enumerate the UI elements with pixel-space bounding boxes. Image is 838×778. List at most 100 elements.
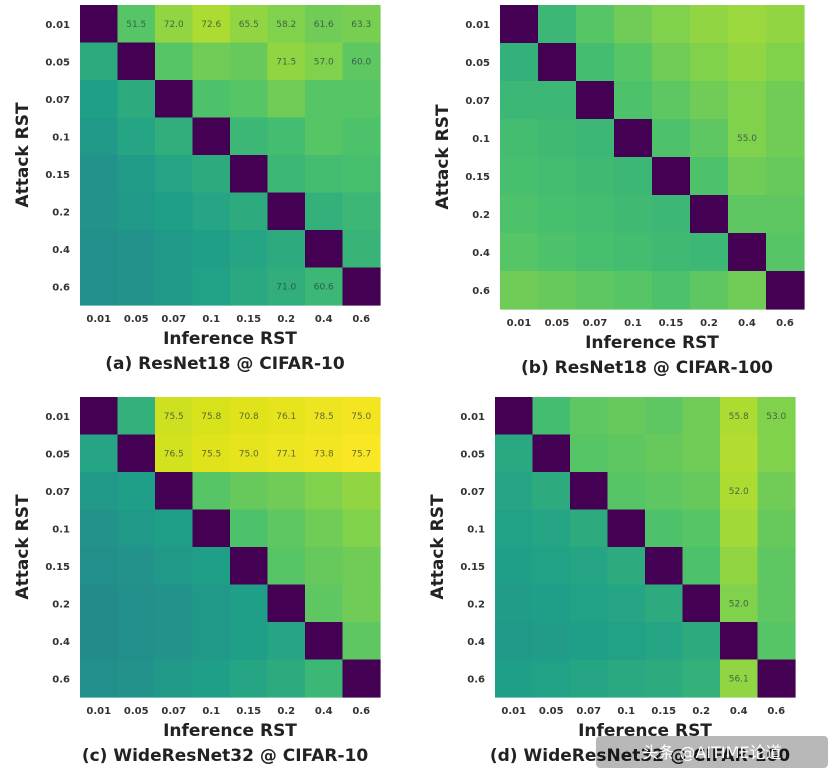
- heatmap-cell: [80, 192, 119, 231]
- heatmap-cell: [117, 192, 156, 231]
- heatmap-cell: [682, 434, 721, 473]
- heatmap-cell: [532, 472, 571, 511]
- heatmap-cell: [652, 157, 691, 196]
- heatmap-cell: [645, 547, 684, 586]
- cell-value-label: 52.0: [729, 599, 749, 609]
- cell-value-label: 76.5: [164, 449, 184, 459]
- panel-title: (a) ResNet18 @ CIFAR-10: [105, 354, 345, 374]
- heatmap-cell: [192, 42, 231, 81]
- heatmap-cell: [766, 5, 805, 44]
- heatmap-cell: [155, 155, 194, 194]
- heatmap-cell: [155, 5, 194, 44]
- heatmap-cell: [80, 547, 119, 586]
- heatmap-cell: [342, 622, 381, 661]
- heatmap-cell: [614, 157, 653, 196]
- y-tick-label: 0.2: [52, 207, 70, 218]
- heatmap-cell: [495, 397, 534, 436]
- heatmap-cell: [117, 584, 156, 623]
- heatmap-cell: [570, 434, 609, 473]
- cell-value-label: 71.5: [276, 57, 296, 67]
- x-tick-label: 0.15: [236, 706, 261, 717]
- heatmap-cell: [230, 80, 269, 119]
- y-tick-label: 0.01: [45, 412, 70, 423]
- y-tick-label: 0.07: [465, 96, 490, 107]
- y-tick-label: 0.15: [460, 562, 485, 573]
- heatmap-cell: [720, 659, 759, 698]
- heatmap-cell: [532, 659, 571, 698]
- heatmap-cell: [117, 42, 156, 81]
- heatmap-cell: [267, 267, 306, 306]
- y-tick-label: 0.07: [45, 487, 70, 498]
- y-axis-title: Attack RST: [428, 494, 448, 600]
- y-tick-label: 0.01: [460, 412, 485, 423]
- heatmap-cell: [682, 397, 721, 436]
- heatmap-cell: [757, 659, 796, 698]
- heatmap-cell: [117, 230, 156, 269]
- heatmap-cell: [538, 195, 577, 234]
- heatmap-cell: [576, 233, 615, 272]
- y-tick-label: 0.4: [52, 245, 70, 256]
- heatmap-cell: [607, 622, 646, 661]
- heatmap-cell: [155, 397, 194, 436]
- heatmap-cell: [500, 271, 539, 310]
- heatmap-cell: [766, 43, 805, 82]
- heatmap-cell: [192, 267, 231, 306]
- heatmap-cell: [342, 472, 381, 511]
- heatmap-cell: [728, 195, 767, 234]
- heatmap-cell: [500, 157, 539, 196]
- heatmap-cell: [757, 472, 796, 511]
- heatmap-cell: [305, 117, 344, 156]
- x-tick-label: 0.4: [738, 318, 756, 329]
- x-axis-title: Inference RST: [163, 329, 297, 349]
- cell-value-label: 76.1: [276, 412, 296, 422]
- heatmap-cell: [614, 119, 653, 158]
- y-tick-label: 0.05: [45, 57, 70, 68]
- heatmap-cell: [267, 397, 306, 436]
- x-tick-label: 0.1: [202, 706, 220, 717]
- heatmap-cell: [155, 472, 194, 511]
- heatmap-cell: [80, 267, 119, 306]
- heatmap-cell: [192, 584, 231, 623]
- heatmap-cell: [728, 81, 767, 120]
- heatmap-cell: [532, 397, 571, 436]
- heatmap-cell: [645, 434, 684, 473]
- heatmap-cell: [682, 547, 721, 586]
- heatmap-cell: [766, 233, 805, 272]
- x-tick-label: 0.01: [86, 706, 111, 717]
- heatmap-cell: [192, 472, 231, 511]
- heatmap-cell: [342, 155, 381, 194]
- cell-value-label: 71.0: [276, 282, 296, 292]
- y-tick-label: 0.6: [52, 674, 70, 685]
- heatmap-cell: [614, 43, 653, 82]
- heatmap-cell: [728, 271, 767, 310]
- heatmap-cell: [192, 659, 231, 698]
- heatmap-cell: [690, 271, 729, 310]
- heatmap-cell: [720, 622, 759, 661]
- x-tick-label: 0.01: [501, 706, 526, 717]
- heatmap-cell: [155, 584, 194, 623]
- heatmap-cell: [230, 117, 269, 156]
- cell-value-label: 75.5: [201, 449, 221, 459]
- heatmap-cell: [155, 659, 194, 698]
- heatmap-cell: [495, 659, 534, 698]
- panels: 51.5 72.0 72.6 65.5 58.2 61.6 63.3 71.5 57.0 60.0…: [13, 5, 805, 766]
- heatmap-cell: [305, 622, 344, 661]
- heatmap-cell: [645, 397, 684, 436]
- heatmap-cell: [728, 43, 767, 82]
- heatmap-cell: [305, 509, 344, 548]
- cell-value-label: 75.0: [239, 449, 259, 459]
- heatmap-cell: [682, 622, 721, 661]
- cell-value-label: 72.6: [201, 20, 221, 30]
- cell-value-label: 77.1: [276, 449, 296, 459]
- x-tick-label: 0.15: [236, 314, 261, 325]
- cell-value-label: 55.0: [737, 134, 757, 144]
- heatmap-cell: [267, 155, 306, 194]
- heatmap-cell: [607, 434, 646, 473]
- heatmap-cell: [652, 119, 691, 158]
- heatmap-cell: [690, 195, 729, 234]
- cell-value-label: 63.3: [351, 20, 371, 30]
- x-tick-label: 0.6: [776, 318, 794, 329]
- cell-value-label: 61.6: [314, 20, 334, 30]
- cell-value-label: 60.0: [351, 57, 371, 67]
